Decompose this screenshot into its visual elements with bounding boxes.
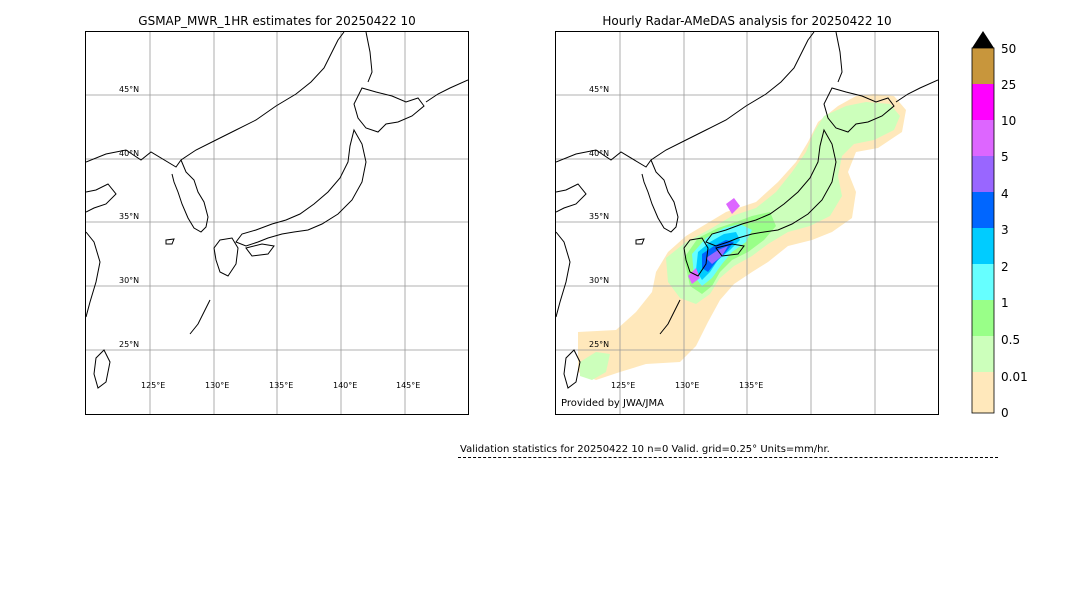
coast-kurils xyxy=(895,79,938,103)
coast-korea xyxy=(171,159,209,233)
coast-kyushu xyxy=(683,237,709,277)
rain-area-001-taiwan xyxy=(580,352,610,380)
validation-divider xyxy=(458,457,998,458)
rain-area-10b xyxy=(688,268,700,284)
right-lat-label-40: 40°N xyxy=(589,149,610,158)
coast-china-east xyxy=(556,183,587,213)
colorbar-seg-0-001 xyxy=(972,372,994,413)
rain-area-10 xyxy=(726,198,740,214)
right-map-frame xyxy=(555,31,939,415)
coast-asia-mainland xyxy=(86,32,345,168)
colorbar-label-0.5: 0.5 xyxy=(1001,333,1021,347)
left-lon-label-140: 140°E xyxy=(333,381,358,390)
coast-shikoku xyxy=(715,243,745,257)
left-gridlines xyxy=(86,32,468,414)
left-lon-label-130: 130°E xyxy=(205,381,230,390)
right-map-canvas xyxy=(556,32,938,414)
colorbar-label-25: 25 xyxy=(1001,78,1017,92)
right-lat-label-35: 35°N xyxy=(589,212,610,221)
right-lon-label-135: 135°E xyxy=(739,381,764,390)
data-credit: Provided by JWA/JMA xyxy=(561,398,664,409)
coast-jeju xyxy=(165,238,175,245)
coast-shikoku xyxy=(245,243,275,257)
left-lat-label-35: 35°N xyxy=(119,212,140,221)
rain-area-5 xyxy=(706,246,728,264)
left-lon-label-125: 125°E xyxy=(141,381,166,390)
coast-china-south xyxy=(86,231,101,318)
colorbar-extend-arrow xyxy=(972,31,994,48)
coast-sakhalin xyxy=(365,32,373,83)
left-map-title: GSMAP_MWR_1HR estimates for 20250422 10 xyxy=(138,14,416,28)
left-lat-label-30: 30°N xyxy=(119,276,140,285)
left-lat-label-40: 40°N xyxy=(119,149,140,158)
colorbar-label-3: 3 xyxy=(1001,223,1009,237)
left-lon-label-135: 135°E xyxy=(269,381,294,390)
left-map-frame xyxy=(85,31,469,415)
colorbar-label-1: 1 xyxy=(1001,296,1009,310)
colorbar-outline xyxy=(971,47,995,414)
coast-china-south xyxy=(556,231,571,318)
colorbar-label-50: 50 xyxy=(1001,42,1017,56)
left-map-canvas xyxy=(86,32,468,414)
coast-hokkaido xyxy=(823,87,895,133)
coast-honshu xyxy=(235,128,367,247)
left-lon-label-145: 145°E xyxy=(396,381,421,390)
colorbar-seg-2-3 xyxy=(972,228,994,264)
coast-sakhalin xyxy=(835,32,843,83)
colorbar-seg-001-05 xyxy=(972,336,994,372)
colorbar-seg-4-5 xyxy=(972,156,994,192)
colorbar-label-10: 10 xyxy=(1001,114,1017,128)
left-coastlines xyxy=(86,32,468,389)
colorbar-label-2: 2 xyxy=(1001,260,1009,274)
colorbar-label-0: 0 xyxy=(1001,406,1009,420)
colorbar-seg-5-10 xyxy=(972,120,994,156)
coast-ryukyu xyxy=(189,299,211,335)
left-lat-label-45: 45°N xyxy=(119,85,140,94)
coast-hokkaido xyxy=(353,87,425,133)
colorbar-label-4: 4 xyxy=(1001,187,1009,201)
coast-kurils xyxy=(425,79,468,103)
colorbar-seg-10-25 xyxy=(972,84,994,120)
colorbar-seg-05-1 xyxy=(972,300,994,336)
coast-taiwan xyxy=(93,349,111,389)
right-lat-label-25: 25°N xyxy=(589,340,610,349)
right-lat-label-45: 45°N xyxy=(589,85,610,94)
right-lon-label-125: 125°E xyxy=(611,381,636,390)
right-coastlines xyxy=(556,32,938,389)
colorbar-seg-3-4 xyxy=(972,192,994,228)
colorbar-seg-1-2 xyxy=(972,264,994,300)
colorbar-seg-25-50 xyxy=(972,48,994,84)
coast-kyushu xyxy=(213,237,239,277)
right-lat-label-30: 30°N xyxy=(589,276,610,285)
coast-honshu xyxy=(705,128,837,247)
coast-asia-mainland xyxy=(556,32,815,168)
coast-ryukyu xyxy=(659,299,681,335)
coast-jeju xyxy=(635,238,645,245)
right-lon-label-130: 130°E xyxy=(675,381,700,390)
colorbar xyxy=(971,31,995,414)
coast-taiwan xyxy=(563,349,581,389)
colorbar-label-5: 5 xyxy=(1001,150,1009,164)
coast-china-east xyxy=(86,183,117,213)
colorbar-label-0.01: 0.01 xyxy=(1001,370,1028,384)
validation-statistics: Validation statistics for 20250422 10 n=… xyxy=(460,444,830,455)
coast-korea xyxy=(641,159,679,233)
left-lat-label-25: 25°N xyxy=(119,340,140,349)
right-gridlines xyxy=(556,32,938,414)
right-map-title: Hourly Radar-AMeDAS analysis for 2025042… xyxy=(602,14,892,28)
